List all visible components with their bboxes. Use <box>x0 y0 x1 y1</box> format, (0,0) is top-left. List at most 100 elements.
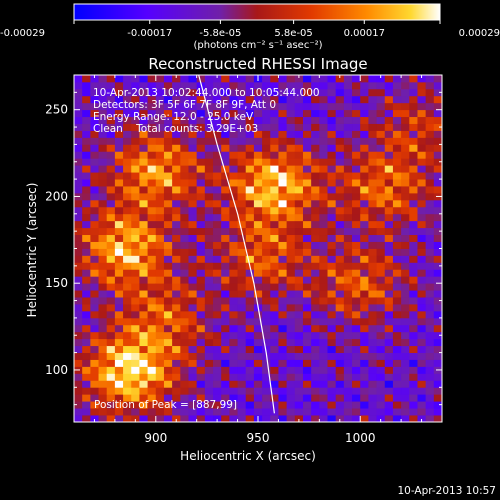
heatmap-cell <box>278 227 288 236</box>
heatmap-cell <box>286 227 296 236</box>
heatmap-cell <box>123 401 132 409</box>
heatmap-cell <box>262 415 271 422</box>
heatmap-cell <box>319 317 328 326</box>
heatmap-cell <box>376 137 386 145</box>
heatmap-cell <box>417 290 427 298</box>
heatmap-cell <box>360 213 369 222</box>
heatmap-cell <box>213 324 222 333</box>
heatmap-cell <box>131 199 140 208</box>
heatmap-cell <box>392 88 402 97</box>
heatmap-cell <box>229 75 238 83</box>
heatmap-cell <box>221 213 230 222</box>
heatmap-cell <box>433 352 442 360</box>
heatmap-cell <box>106 338 116 347</box>
heatmap-cell <box>147 408 157 416</box>
heatmap-cell <box>417 366 427 374</box>
heatmap-cell <box>368 387 377 395</box>
colorbar-tick-label: 0.00029 <box>459 28 500 39</box>
heatmap-cell <box>384 165 394 173</box>
y-tick-label: 250 <box>45 103 68 117</box>
heatmap-cell <box>401 116 410 124</box>
heatmap-cell <box>90 324 99 333</box>
heatmap-cell <box>245 192 255 201</box>
heatmap-cell <box>245 123 255 131</box>
heatmap-cell <box>114 109 124 118</box>
heatmap-cell <box>433 387 442 395</box>
heatmap-cell <box>376 234 386 242</box>
heatmap-cell <box>172 130 181 138</box>
heatmap-cell <box>188 304 198 312</box>
heatmap-cell <box>433 359 442 367</box>
heatmap-cell <box>433 276 442 284</box>
heatmap-cell <box>139 165 148 173</box>
heatmap-cell <box>147 227 157 236</box>
heatmap-cell <box>319 276 328 284</box>
heatmap-cell <box>433 137 442 145</box>
heatmap-cell <box>319 283 328 291</box>
heatmap-cell <box>90 331 99 340</box>
heatmap-cell <box>131 359 140 367</box>
heatmap-cell <box>147 373 157 381</box>
heatmap-cell <box>270 269 279 277</box>
heatmap-cell <box>82 324 91 333</box>
heatmap-cell <box>368 186 377 194</box>
heatmap-cell <box>163 137 173 145</box>
heatmap-cell <box>368 408 377 416</box>
heatmap-cell <box>106 373 116 381</box>
heatmap-cell <box>114 179 124 187</box>
heatmap-cell <box>123 220 132 229</box>
heatmap-cell <box>180 373 189 381</box>
heatmap-cell <box>237 401 247 409</box>
heatmap-cell <box>229 234 238 242</box>
heatmap-cell <box>376 408 386 416</box>
heatmap-cell <box>123 310 132 319</box>
heatmap-cell <box>213 165 222 173</box>
heatmap-cell <box>262 380 271 388</box>
heatmap-cell <box>278 220 288 229</box>
heatmap-cell <box>204 75 214 83</box>
heatmap-cell <box>196 109 206 118</box>
heatmap-cell <box>114 220 124 229</box>
heatmap-cell <box>376 352 386 360</box>
heatmap-cell <box>368 116 377 124</box>
heatmap-cell <box>392 310 402 319</box>
heatmap-cell <box>98 415 108 422</box>
heatmap-cell <box>392 172 402 180</box>
heatmap-cell <box>433 206 442 215</box>
heatmap-cell <box>384 324 394 333</box>
heatmap-cell <box>172 123 181 131</box>
heatmap-cell <box>163 206 173 215</box>
heatmap-cell <box>253 179 263 187</box>
heatmap-cell <box>392 213 402 222</box>
heatmap-cell <box>376 345 386 353</box>
heatmap-cell <box>155 172 165 180</box>
heatmap-cell <box>237 75 247 83</box>
heatmap-cell <box>409 234 418 242</box>
heatmap-cell <box>90 269 99 277</box>
heatmap-cell <box>114 387 124 395</box>
heatmap-cell <box>147 123 157 131</box>
heatmap-cell <box>114 81 124 90</box>
heatmap-cell <box>147 290 157 298</box>
heatmap-cell <box>196 102 206 111</box>
heatmap-cell <box>237 213 247 222</box>
heatmap-cell <box>384 95 394 104</box>
heatmap-cell <box>163 387 173 395</box>
heatmap-cell <box>74 172 83 180</box>
heatmap-cell <box>237 179 247 187</box>
heatmap-cell <box>123 415 132 422</box>
heatmap-cell <box>278 241 288 249</box>
heatmap-cell <box>425 408 435 416</box>
heatmap-cell <box>327 331 337 340</box>
heatmap-cell <box>343 123 353 131</box>
heatmap-cell <box>90 276 99 284</box>
heatmap-cell <box>335 179 345 187</box>
heatmap-cell <box>262 95 271 104</box>
heatmap-cell <box>335 151 345 159</box>
heatmap-cell <box>311 199 320 208</box>
heatmap-cell <box>319 199 328 208</box>
heatmap-cell <box>319 290 328 298</box>
heatmap-cell <box>343 276 353 284</box>
heatmap-cell <box>302 359 312 367</box>
heatmap-cell <box>343 95 353 104</box>
